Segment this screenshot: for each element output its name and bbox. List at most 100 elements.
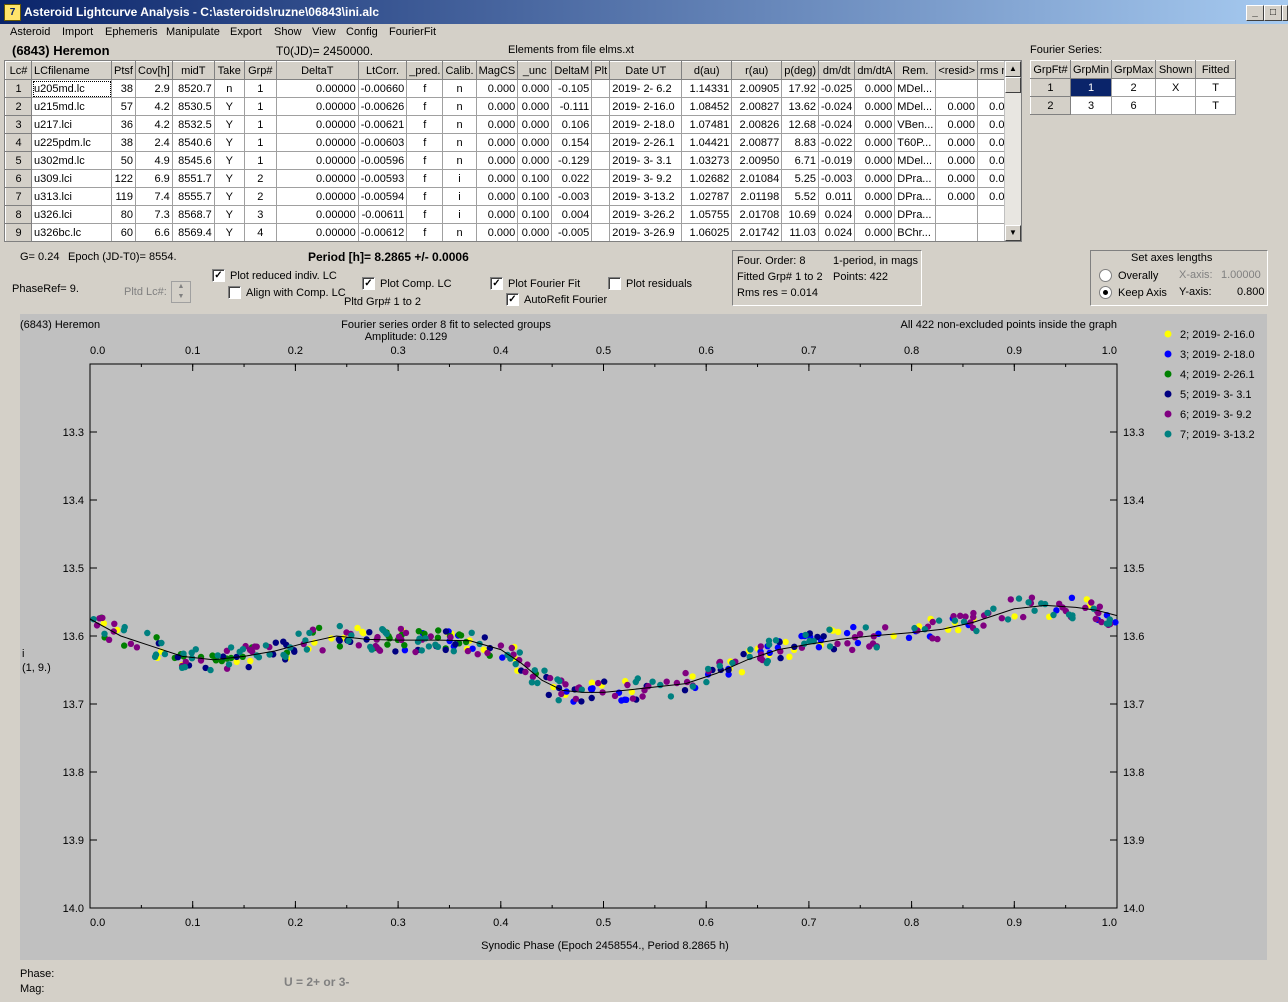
row-number[interactable]: 4 bbox=[5, 133, 32, 152]
table-cell[interactable]: 7.3 bbox=[135, 205, 173, 224]
table-cell[interactable] bbox=[591, 187, 611, 206]
table-cell[interactable]: 2019- 2- 6.2 bbox=[609, 79, 683, 98]
column-header[interactable]: Calib. bbox=[442, 61, 477, 80]
table-cell[interactable]: 0.022 bbox=[551, 169, 593, 188]
fourier-cell[interactable]: 2 bbox=[1111, 78, 1157, 97]
table-cell[interactable]: 0.000 bbox=[854, 133, 896, 152]
column-header[interactable]: DeltaT bbox=[275, 61, 359, 80]
table-cell[interactable]: 0.100 bbox=[517, 205, 553, 224]
table-cell[interactable]: 0.000 bbox=[476, 187, 519, 206]
lightcurve-chart[interactable]: 0.0 0.0 0.1 0.1 0.2 0.2 0.3 0.3 0.4 0.4 0.5 0.5 0.6 0… bbox=[20, 314, 1267, 960]
table-cell[interactable]: 1 bbox=[244, 151, 277, 170]
fourier-column-header[interactable]: GrpMin bbox=[1069, 60, 1113, 79]
column-header[interactable]: _unc bbox=[517, 61, 553, 80]
table-cell[interactable]: 8568.7 bbox=[172, 205, 215, 224]
table-cell[interactable]: 0.000 bbox=[854, 223, 896, 241]
table-cell[interactable]: n bbox=[442, 133, 477, 152]
table-cell[interactable]: 2.00877 bbox=[731, 133, 783, 152]
table-cell[interactable]: Y bbox=[214, 223, 245, 241]
column-header[interactable]: Date UT bbox=[609, 61, 683, 80]
row-number[interactable]: 2 bbox=[5, 97, 32, 116]
table-cell[interactable]: n bbox=[214, 79, 245, 98]
table-cell[interactable]: i bbox=[442, 169, 477, 188]
table-cell[interactable]: 1 bbox=[244, 79, 277, 98]
fourier-cell[interactable]: 1 bbox=[1070, 78, 1113, 97]
table-cell[interactable] bbox=[591, 115, 611, 134]
table-cell[interactable]: u215md.lc bbox=[31, 97, 112, 116]
table-cell[interactable]: 2019- 3- 3.1 bbox=[609, 151, 683, 170]
table-cell[interactable]: 11.03 bbox=[781, 223, 820, 241]
table-cell[interactable]: 1.03273 bbox=[681, 151, 733, 170]
table-cell[interactable]: 0.000 bbox=[476, 205, 519, 224]
table-cell[interactable]: 0.000 bbox=[935, 187, 979, 206]
column-header[interactable]: Ptsf bbox=[111, 61, 136, 80]
table-cell[interactable]: Y bbox=[214, 169, 245, 188]
table-cell[interactable]: 8551.7 bbox=[172, 169, 215, 188]
table-cell[interactable]: f bbox=[406, 151, 444, 170]
menu-view[interactable]: View bbox=[312, 26, 336, 38]
table-cell[interactable]: 8545.6 bbox=[172, 151, 215, 170]
table-cell[interactable]: f bbox=[406, 223, 444, 241]
table-cell[interactable]: 2.00905 bbox=[731, 79, 783, 98]
fourier-cell[interactable]: T bbox=[1195, 78, 1236, 97]
fourier-cell[interactable] bbox=[1155, 96, 1197, 115]
table-cell[interactable]: 119 bbox=[111, 187, 136, 206]
column-header[interactable]: Lc# bbox=[5, 61, 32, 80]
column-header[interactable]: dm/dtA bbox=[854, 61, 896, 80]
table-cell[interactable]: 0.000 bbox=[517, 151, 553, 170]
table-row[interactable]: 8 u326.lci 80 7.3 8568.7 Y 3 0.00000 -0.00611 f i 0… bbox=[5, 205, 1020, 224]
column-header[interactable]: <resid> bbox=[935, 61, 979, 80]
table-cell[interactable]: 0.024 bbox=[818, 223, 856, 241]
table-cell[interactable]: i bbox=[442, 187, 477, 206]
menu-asteroid[interactable]: Asteroid bbox=[10, 26, 51, 38]
table-cell[interactable]: -0.00603 bbox=[358, 133, 408, 152]
table-cell[interactable]: 2019- 3-26.2 bbox=[609, 205, 683, 224]
table-cell[interactable]: 0.000 bbox=[935, 133, 979, 152]
table-cell[interactable]: 17.92 bbox=[781, 79, 820, 98]
menu-manipulate[interactable]: Manipulate bbox=[166, 26, 220, 38]
table-cell[interactable]: MDel... bbox=[894, 151, 937, 170]
table-cell[interactable]: 122 bbox=[111, 169, 136, 188]
table-cell[interactable]: f bbox=[406, 79, 444, 98]
menu-config[interactable]: Config bbox=[346, 26, 378, 38]
table-cell[interactable]: T60P... bbox=[894, 133, 937, 152]
table-cell[interactable]: 6.71 bbox=[781, 151, 820, 170]
fourier-column-header[interactable]: Shown bbox=[1155, 60, 1197, 79]
fourier-column-header[interactable]: GrpMax bbox=[1111, 60, 1157, 79]
table-cell[interactable]: 2019- 2-16.0 bbox=[609, 97, 683, 116]
table-cell[interactable]: f bbox=[406, 97, 444, 116]
table-cell[interactable]: 57 bbox=[111, 97, 136, 116]
table-cell[interactable]: f bbox=[406, 115, 444, 134]
table-cell[interactable]: 0.000 bbox=[854, 205, 896, 224]
table-cell[interactable]: f bbox=[406, 169, 444, 188]
row-number[interactable]: 3 bbox=[5, 115, 32, 134]
fourier-column-header[interactable]: Fitted bbox=[1195, 60, 1236, 79]
table-cell[interactable]: n bbox=[442, 151, 477, 170]
table-cell[interactable]: 0.00000 bbox=[276, 187, 359, 206]
row-number[interactable]: 5 bbox=[5, 151, 32, 170]
table-cell[interactable]: u326.lci bbox=[31, 205, 112, 224]
table-cell[interactable]: 2.01708 bbox=[731, 205, 783, 224]
column-header[interactable]: MagCS bbox=[475, 61, 519, 80]
column-header[interactable]: DeltaM bbox=[551, 61, 593, 80]
table-cell[interactable]: DPra... bbox=[894, 187, 937, 206]
fourier-cell[interactable]: X bbox=[1155, 78, 1197, 97]
table-cell[interactable]: 8530.5 bbox=[172, 97, 215, 116]
table-cell[interactable]: 0.000 bbox=[517, 115, 553, 134]
align-comp-checkbox[interactable]: Align with Comp. LC bbox=[228, 286, 346, 299]
table-cell[interactable]: 0.000 bbox=[476, 223, 519, 241]
fourier-column-header[interactable]: GrpFt# bbox=[1030, 60, 1071, 79]
table-cell[interactable]: 50 bbox=[111, 151, 136, 170]
table-cell[interactable]: Y bbox=[214, 205, 245, 224]
table-cell[interactable]: 1.07481 bbox=[681, 115, 733, 134]
table-cell[interactable]: 1 bbox=[244, 133, 277, 152]
scroll-down-icon[interactable]: ▼ bbox=[1005, 225, 1021, 241]
column-header[interactable]: r(au) bbox=[731, 61, 783, 80]
table-cell[interactable]: -0.00611 bbox=[358, 205, 408, 224]
table-cell[interactable]: u309.lci bbox=[31, 169, 112, 188]
table-cell[interactable]: 0.00000 bbox=[276, 151, 359, 170]
column-header[interactable]: _pred. bbox=[406, 61, 444, 80]
table-row[interactable]: 7 u313.lci 119 7.4 8555.7 Y 2 0.00000 -0.00594 f i… bbox=[5, 187, 1020, 206]
table-cell[interactable]: 2.9 bbox=[135, 79, 173, 98]
